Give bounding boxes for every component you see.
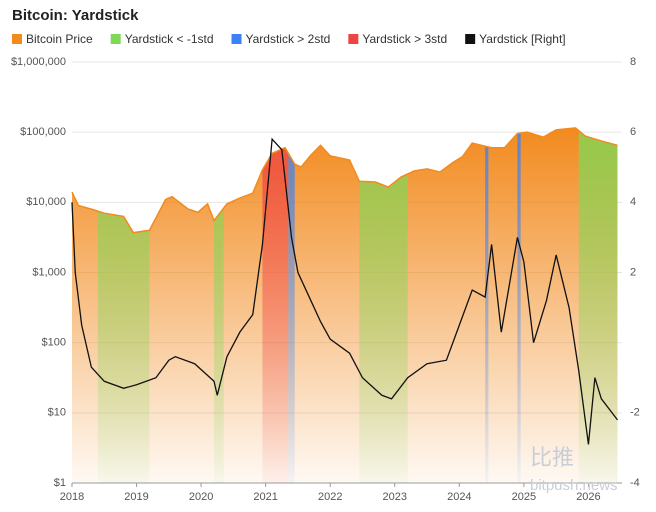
- x-tick-label: 2020: [189, 491, 213, 503]
- yardstick-line: [71, 137, 618, 445]
- y-tick-label: $10: [48, 407, 66, 419]
- legend-text: Yardstick < -1std: [125, 32, 214, 46]
- price-line: [71, 127, 618, 234]
- y2-tick-label: -4: [630, 477, 640, 489]
- y-tick-label: $1: [54, 477, 66, 489]
- y2-tick-label: 4: [630, 196, 636, 208]
- legend-text: Bitcoin Price: [26, 32, 93, 46]
- watermark: bitpush.news: [530, 477, 618, 494]
- legend-swatch: [348, 34, 359, 44]
- x-tick-label: 2024: [447, 491, 471, 503]
- x-tick-label: 2025: [512, 491, 536, 503]
- x-tick-label: 2026: [576, 491, 600, 503]
- x-tick-label: 2019: [124, 491, 148, 503]
- legend-swatch: [465, 34, 476, 44]
- yardstick-band: [485, 127, 489, 483]
- y-tick-label: $10,000: [26, 196, 66, 208]
- x-tick-label: 2022: [318, 491, 342, 503]
- yardstick-band: [517, 127, 521, 483]
- x-tick-label: 2018: [60, 491, 84, 503]
- y-tick-label: $1,000,000: [11, 56, 66, 68]
- yardstick-band: [214, 127, 224, 483]
- legend-swatch: [231, 34, 242, 44]
- y2-tick-label: -2: [630, 407, 640, 419]
- yardstick-band: [97, 127, 150, 483]
- legend-swatch: [12, 34, 22, 44]
- yardstick-band: [262, 127, 289, 483]
- y-tick-label: $1,000: [32, 266, 66, 278]
- y2-tick-label: 6: [630, 126, 636, 138]
- y-tick-label: $100,000: [20, 126, 66, 138]
- y-tick-label: $100: [42, 337, 66, 349]
- x-tick-label: 2023: [383, 491, 407, 503]
- yardstick-band: [359, 127, 408, 483]
- watermark: 比推: [530, 445, 574, 470]
- legend-swatch: [110, 34, 121, 44]
- legend-text: Yardstick [Right]: [479, 32, 565, 46]
- x-tick-label: 2021: [253, 491, 277, 503]
- legend-text: Yardstick > 2std: [246, 32, 331, 46]
- legend-text: Yardstick > 3std: [362, 32, 447, 46]
- y2-tick-label: 8: [630, 56, 636, 68]
- price-area: [72, 127, 618, 483]
- yardstick-band: [288, 127, 295, 483]
- chart-title: Bitcoin: Yardstick: [12, 7, 139, 24]
- y2-tick-label: 2: [630, 266, 636, 278]
